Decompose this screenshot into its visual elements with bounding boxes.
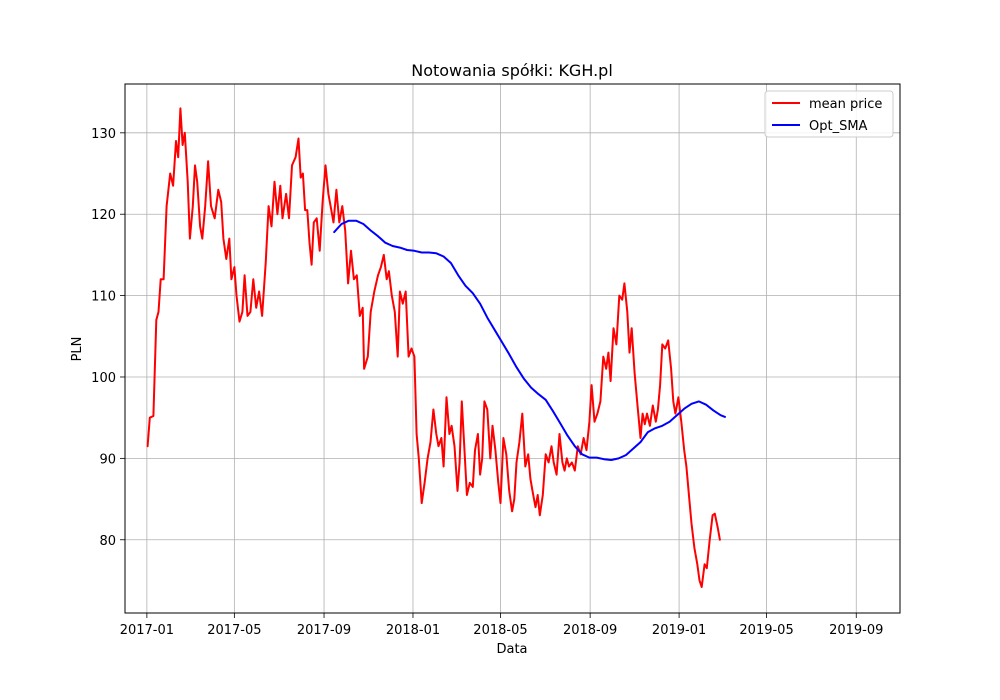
- y-tick-label: 110: [91, 290, 116, 305]
- x-tick-label: 2019-09: [829, 623, 883, 638]
- legend: mean price Opt_SMA: [764, 90, 894, 138]
- chart-title: Notowania spółki: KGH.pl: [411, 61, 613, 80]
- series-line-1: [333, 219, 726, 461]
- plot-frame: [124, 83, 901, 614]
- series-line-0: [146, 107, 721, 588]
- y-tick-label: 80: [99, 534, 116, 549]
- x-tick-label: 2017-01: [120, 623, 174, 638]
- legend-label: Opt_SMA: [809, 119, 868, 134]
- x-axis: 2017-01 2017-05 2017-09 2018-01 2018-05 2018-…: [120, 613, 883, 638]
- x-tick-label: 2018-05: [473, 623, 527, 638]
- x-tick-label: 2019-05: [739, 623, 793, 638]
- y-axis: 80 90 100 110 120 130: [91, 127, 125, 549]
- legend-label: mean price: [809, 97, 882, 112]
- y-tick-label: 130: [91, 127, 116, 142]
- y-axis-label: PLN: [70, 337, 85, 362]
- x-tick-label: 2018-01: [386, 623, 440, 638]
- x-tick-label: 2019-01: [652, 623, 706, 638]
- x-tick-label: 2018-09: [563, 623, 617, 638]
- x-axis-label: Data: [496, 642, 527, 657]
- x-tick-label: 2017-09: [297, 623, 351, 638]
- series-layer: [146, 107, 726, 588]
- x-tick-label: 2017-05: [207, 623, 261, 638]
- y-tick-label: 120: [91, 208, 116, 223]
- y-tick-label: 90: [99, 452, 116, 467]
- gridlines: [125, 84, 900, 613]
- y-tick-label: 100: [91, 371, 116, 386]
